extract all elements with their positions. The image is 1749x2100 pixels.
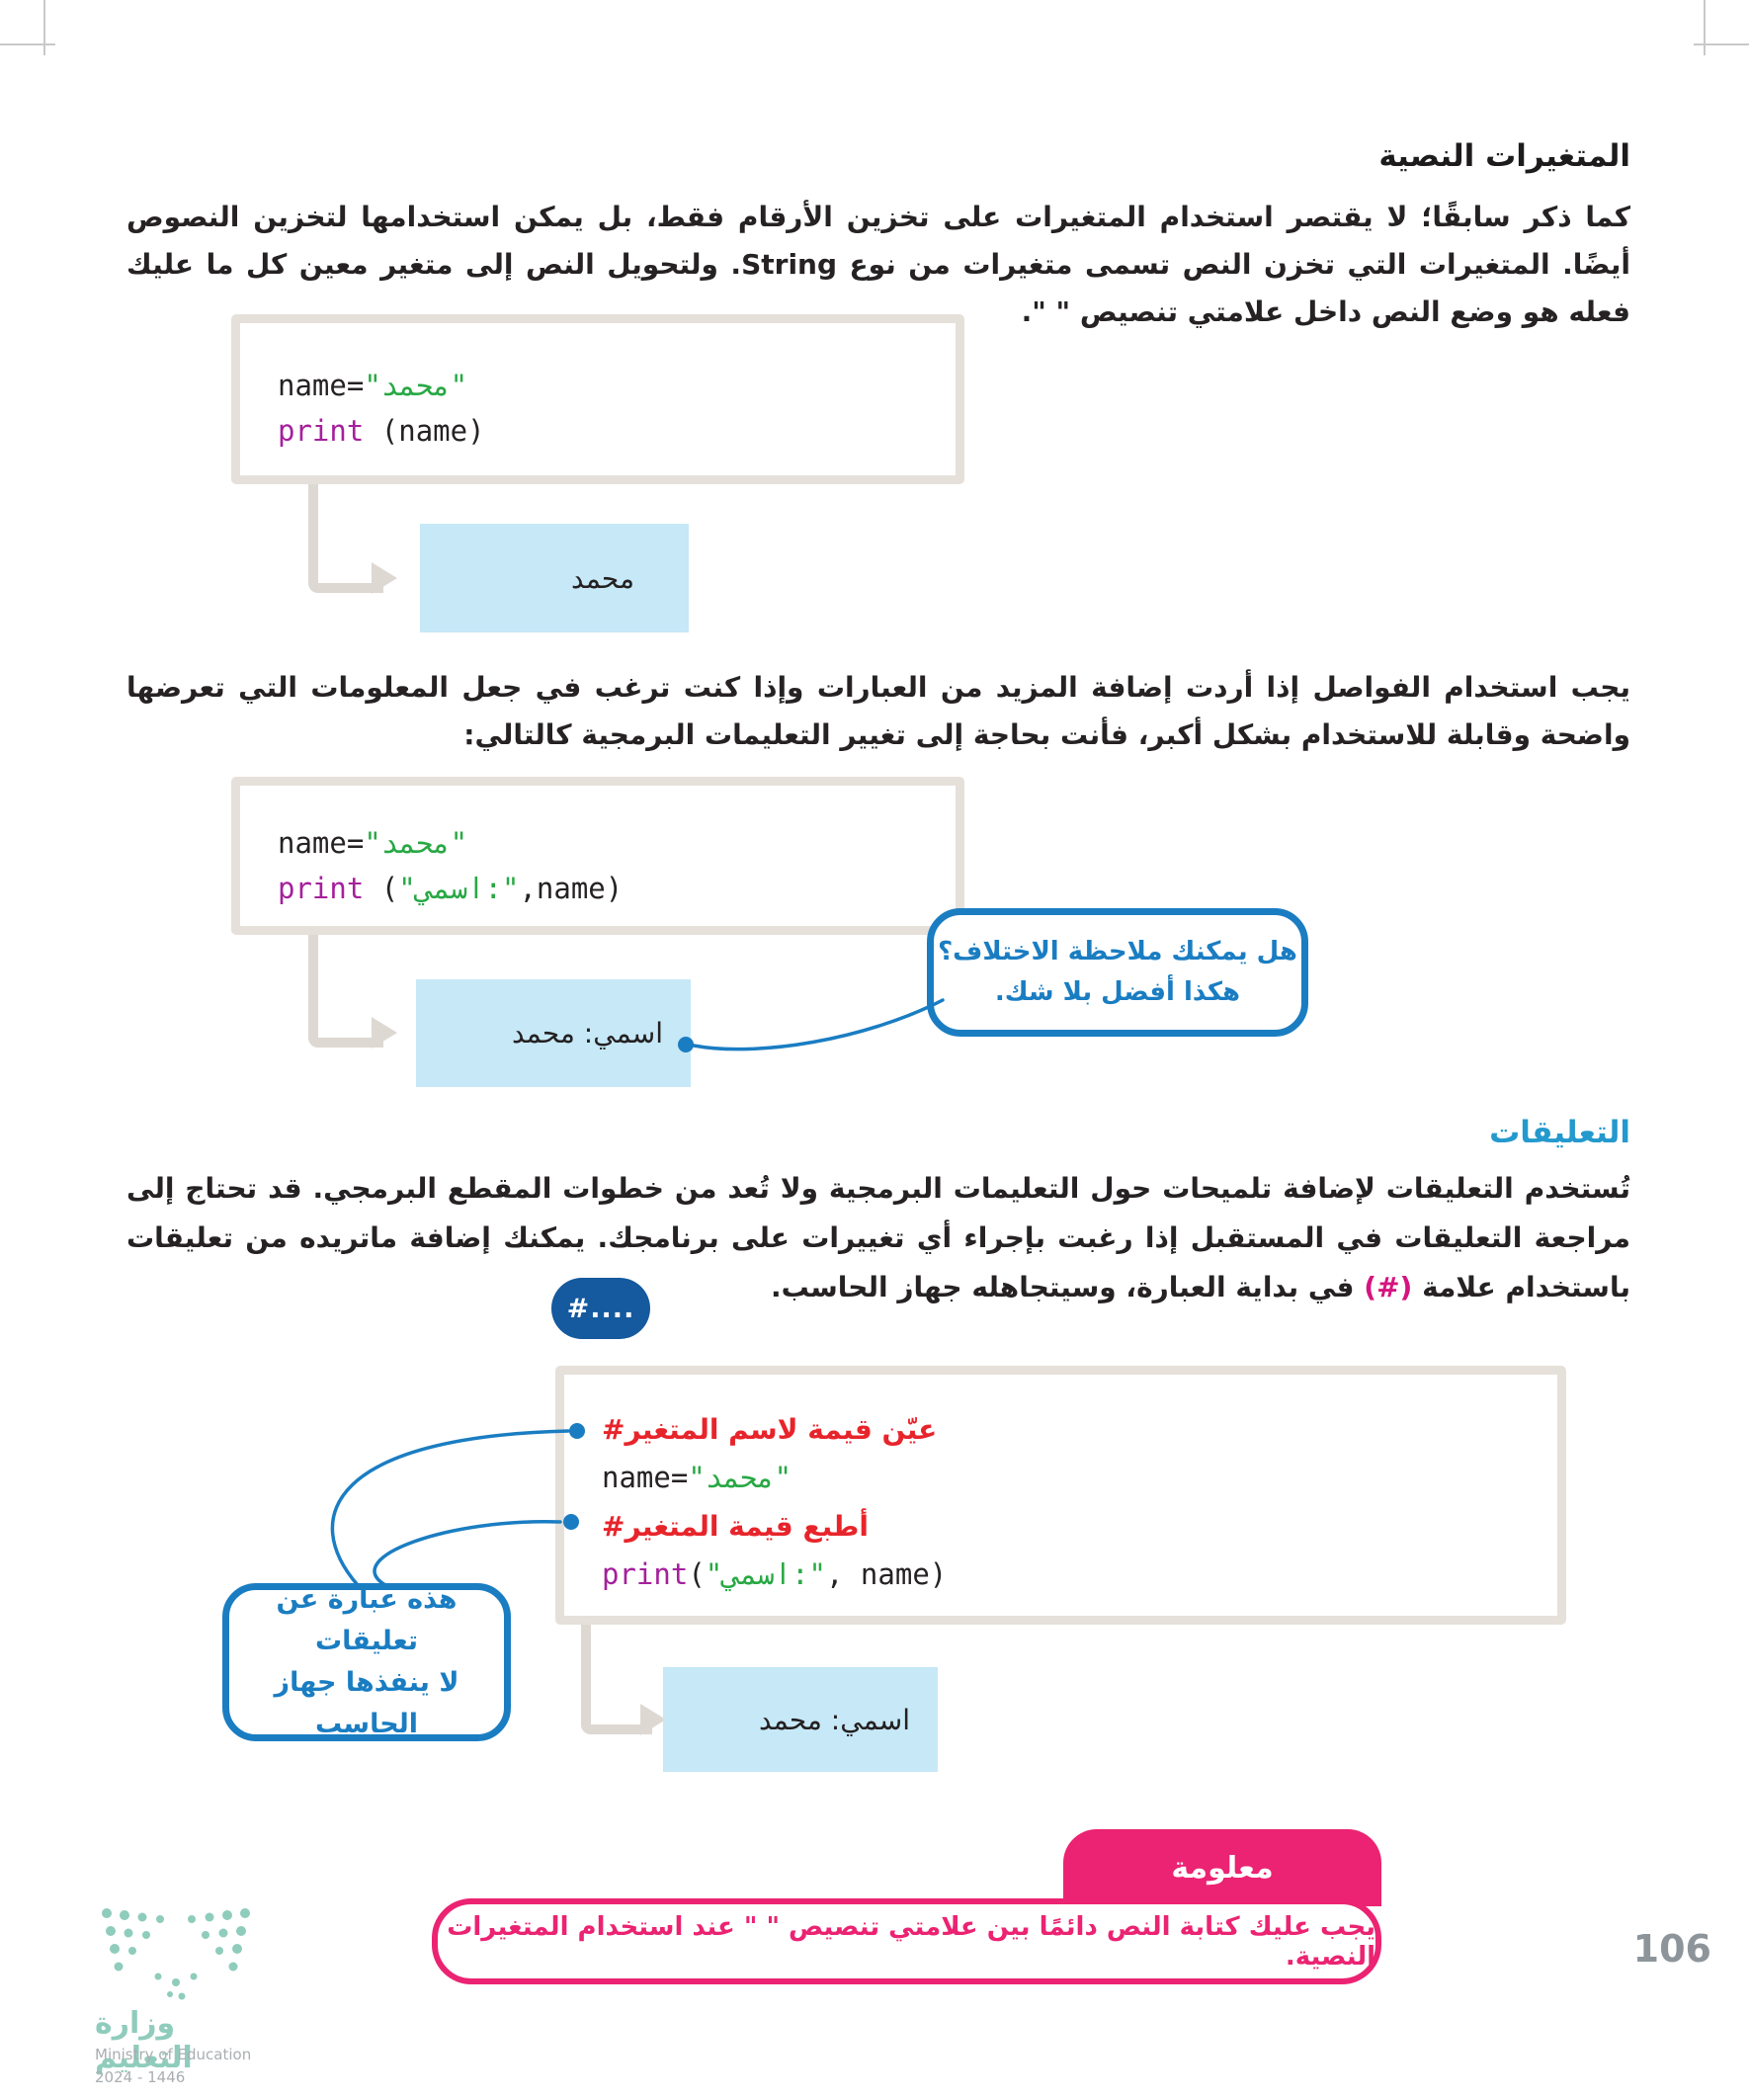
string-literal: "اسمي:" bbox=[705, 1557, 827, 1591]
code-token: name= bbox=[602, 1461, 689, 1494]
bubble-connector-curve bbox=[678, 998, 945, 1052]
hash-sign-highlight: (#) bbox=[1364, 1271, 1413, 1303]
comment-line: #عيّن قيمة لاسم المتغير bbox=[564, 1405, 1557, 1454]
code-comment: #عيّن قيمة لاسم المتغير bbox=[602, 1413, 938, 1446]
code-line: name="محمد" bbox=[240, 363, 956, 408]
bubble-text-line: لا ينفذها جهاز الحاسب bbox=[274, 1667, 459, 1739]
info-box-tab: معلومة bbox=[1063, 1829, 1381, 1906]
ministry-name-english: Ministry of Education bbox=[95, 2046, 252, 2063]
output-connector bbox=[308, 934, 383, 1048]
ministry-name-arabic: وزارة التعليم bbox=[95, 2006, 193, 2075]
code-token: ( bbox=[364, 872, 399, 905]
output-box-3: اسمي: محمد bbox=[663, 1667, 938, 1772]
print-keyword: print bbox=[602, 1557, 689, 1591]
crop-mark bbox=[0, 43, 55, 45]
code-line: name="محمد" bbox=[564, 1454, 1557, 1502]
page-number: 106 bbox=[1632, 1927, 1711, 1971]
code-token: ,name) bbox=[519, 872, 624, 905]
info-box-body: يجب عليك كتابة النص دائمًا بين علامتي تن… bbox=[432, 1898, 1381, 1984]
print-keyword: print bbox=[278, 414, 365, 448]
section-heading-text-variables: المتغيرات النصية bbox=[1378, 138, 1630, 174]
code-box-1: name="محمد" print (name) bbox=[231, 314, 964, 484]
output-box-2: اسمي: محمد bbox=[416, 979, 691, 1087]
comment-line: #أطبع قيمة المتغير bbox=[564, 1502, 1557, 1551]
bubble-text-line: هذه عبارة عن تعليقات bbox=[276, 1584, 458, 1656]
output-connector bbox=[308, 482, 383, 593]
string-literal: "اسمي:" bbox=[398, 872, 520, 905]
crop-mark bbox=[1704, 0, 1706, 55]
crop-mark bbox=[1694, 43, 1749, 45]
section-heading-comments: التعليقات bbox=[1489, 1115, 1630, 1150]
comment-connector-curves bbox=[330, 1423, 585, 1587]
print-keyword: print bbox=[278, 872, 365, 905]
speech-bubble-comments: هذه عبارة عن تعليقات لا ينفذها جهاز الحا… bbox=[222, 1583, 511, 1741]
comments-paragraph: تُستخدم التعليقات لإضافة تلميحات حول الت… bbox=[126, 1164, 1630, 1312]
code-token: (name) bbox=[364, 414, 485, 448]
ministry-logo-icon bbox=[102, 1908, 250, 2000]
bubble-text-line: هكذا أفضل بلا شك. bbox=[994, 977, 1241, 1007]
code-line: print ("اسمي:",name) bbox=[240, 866, 956, 911]
code-box-3: #عيّن قيمة لاسم المتغير name="محمد" #أطب… bbox=[555, 1366, 1566, 1625]
code-token: , name) bbox=[826, 1557, 948, 1591]
code-token: ( bbox=[688, 1557, 706, 1591]
arrow-right-icon bbox=[372, 1017, 397, 1049]
bubble-text-line: هل يمكنك ملاحظة الاختلاف؟ bbox=[938, 937, 1297, 966]
intro-paragraph: كما ذكر سابقًا؛ لا يقتصر استخدام المتغير… bbox=[126, 201, 1631, 328]
string-literal: "محمد" bbox=[364, 369, 468, 402]
speech-bubble-difference: هل يمكنك ملاحظة الاختلاف؟ هكذا أفضل بلا … bbox=[927, 908, 1308, 1037]
code-line: name="محمد" bbox=[240, 820, 956, 866]
code-line: print (name) bbox=[240, 408, 956, 454]
commas-paragraph: يجب استخدام الفواصل إذا أردت إضافة المزي… bbox=[126, 671, 1630, 751]
output-connector bbox=[581, 1625, 652, 1734]
paragraph-text: تُستخدم التعليقات لإضافة تلميحات حول الت… bbox=[126, 1172, 1630, 1303]
hash-comment-badge: #.... bbox=[551, 1278, 650, 1339]
arrow-right-icon bbox=[640, 1704, 666, 1735]
arrow-right-icon bbox=[372, 562, 397, 594]
output-box-1: محمد bbox=[420, 524, 689, 632]
code-token: name= bbox=[278, 826, 365, 860]
code-comment: #أطبع قيمة المتغير bbox=[602, 1510, 869, 1543]
code-box-2: name="محمد" print ("اسمي:",name) bbox=[231, 777, 964, 935]
crop-mark bbox=[43, 0, 45, 55]
code-line: print("اسمي:", name) bbox=[564, 1551, 1557, 1599]
code-token: name= bbox=[278, 369, 365, 402]
ministry-years: 2024 - 1446 bbox=[95, 2068, 186, 2086]
paragraph-text: في بداية العبارة، وسيتجاهله جهاز الحاسب. bbox=[770, 1271, 1365, 1303]
string-literal: "محمد" bbox=[364, 826, 468, 860]
string-literal: "محمد" bbox=[688, 1461, 792, 1494]
